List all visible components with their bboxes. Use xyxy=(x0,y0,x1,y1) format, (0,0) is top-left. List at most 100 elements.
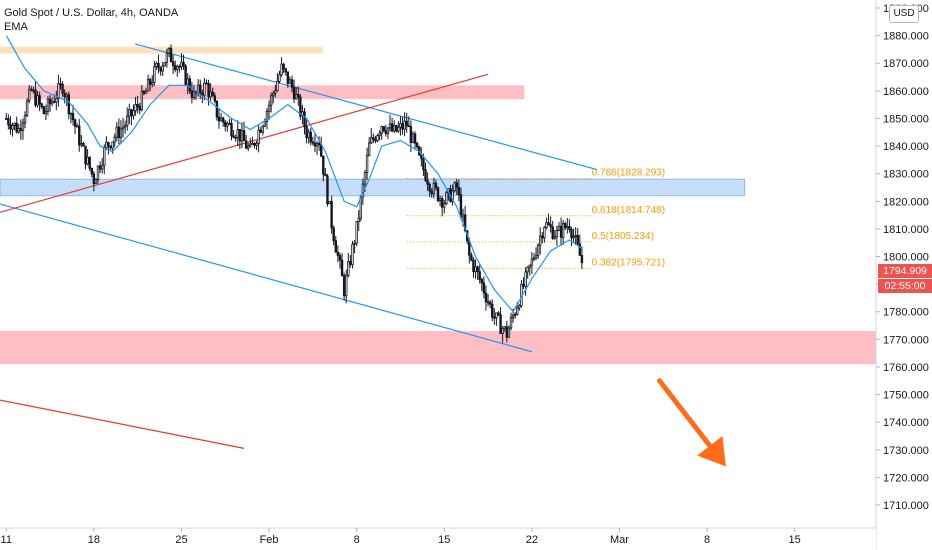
candle-body xyxy=(278,74,281,82)
candle-body xyxy=(267,104,271,112)
candle-body xyxy=(326,175,329,205)
candle-body xyxy=(184,65,187,86)
time-tick-label: Mar xyxy=(610,534,629,546)
candle-body xyxy=(219,117,223,122)
candle-body xyxy=(507,327,511,338)
price-tick-label: 1830.000 xyxy=(883,169,929,181)
candle-body xyxy=(190,90,194,98)
candle-body xyxy=(236,129,239,138)
candle-body xyxy=(88,156,91,169)
candle-body xyxy=(244,140,248,149)
candle-body xyxy=(65,94,68,98)
price-tick-label: 1800.000 xyxy=(883,252,929,264)
time-tick-label: 8 xyxy=(704,534,710,546)
candle-body xyxy=(209,91,212,98)
candle-body xyxy=(511,314,515,318)
candle-body xyxy=(213,95,217,102)
candle-body xyxy=(384,130,388,134)
candle-body xyxy=(11,125,14,130)
candle-body xyxy=(63,92,66,98)
candle-body xyxy=(230,123,233,137)
candle-body xyxy=(101,164,104,170)
candle-body xyxy=(90,167,93,175)
trendlines-layer xyxy=(0,43,598,449)
candle-body xyxy=(424,169,427,181)
candle-body xyxy=(242,130,246,142)
candle-body xyxy=(411,133,415,144)
candle-body xyxy=(276,80,279,92)
candle-body xyxy=(495,312,498,319)
candle-body xyxy=(157,62,160,69)
candle-body xyxy=(15,122,18,133)
price-tick-label: 1820.000 xyxy=(883,196,929,208)
candle-body xyxy=(559,225,563,238)
candle-body xyxy=(34,89,37,106)
candle-body xyxy=(186,78,189,86)
candle-body xyxy=(42,106,46,115)
candle-body xyxy=(148,79,152,85)
candle-body xyxy=(451,190,454,202)
candle-body xyxy=(338,255,342,261)
candle-body xyxy=(532,257,536,260)
fibonacci-layer: 0.786(1828.293) 0.618(1814.748) 0.5(1805.2… xyxy=(406,167,665,269)
candle-body xyxy=(313,142,317,147)
ema-layer xyxy=(5,35,583,313)
candle-body xyxy=(347,261,350,276)
forecast-arrow-head xyxy=(697,435,726,467)
candle-body xyxy=(509,317,513,329)
ema-line xyxy=(5,35,583,313)
candle-body xyxy=(334,240,338,253)
candle-body xyxy=(570,228,573,239)
bar-countdown-badge: 02:55:00 xyxy=(878,278,932,293)
candle-body xyxy=(315,142,319,147)
price-tick-label: 1880.000 xyxy=(883,31,929,43)
price-tick-label: 1750.000 xyxy=(883,390,929,402)
candle-body xyxy=(307,131,310,139)
symbol-title[interactable]: Gold Spot / U.S. Dollar, 4h, OANDA xyxy=(4,7,179,19)
candle-body xyxy=(480,279,484,284)
zone-blue-pivot xyxy=(0,178,746,197)
candle-body xyxy=(269,95,273,106)
candle-body xyxy=(151,81,154,85)
trendline-red-lower xyxy=(0,399,245,449)
candle-body xyxy=(526,266,529,273)
currency-button[interactable]: USD xyxy=(889,5,919,23)
indicator-label[interactable]: EMA xyxy=(4,21,28,33)
candle-body xyxy=(176,66,179,71)
candle-body xyxy=(530,258,534,266)
candle-body xyxy=(153,66,156,83)
candle-body xyxy=(71,112,75,121)
candle-body xyxy=(474,266,477,273)
fib-level-label-2: 0.5(1805.234) xyxy=(592,231,654,242)
candle-body xyxy=(440,197,444,208)
candle-body xyxy=(486,301,490,304)
candle-body xyxy=(246,145,250,149)
candle-body xyxy=(272,92,275,97)
candle-body xyxy=(80,142,83,146)
candle-body xyxy=(182,61,185,67)
candle-body xyxy=(476,266,479,273)
time-tick-label: 18 xyxy=(88,534,100,546)
candle-body xyxy=(257,129,260,144)
candle-body xyxy=(332,227,335,242)
candle-body xyxy=(261,125,265,133)
candle-body xyxy=(328,200,331,205)
candle-body xyxy=(163,61,166,67)
candle-body xyxy=(541,235,544,239)
candle-body xyxy=(238,129,242,142)
time-axis-bg[interactable] xyxy=(0,528,876,550)
candle-body xyxy=(205,82,208,85)
candle-body xyxy=(426,179,429,185)
candle-body xyxy=(5,118,8,120)
candle-body xyxy=(319,144,323,157)
candle-body xyxy=(84,145,87,165)
time-axis[interactable]: 11 18 25 Feb 8 15 22 Mar 8 15 xyxy=(1,528,801,546)
candle-body xyxy=(428,183,431,192)
candle-body xyxy=(38,95,41,105)
candle-body xyxy=(317,142,321,146)
candle-body xyxy=(9,124,12,130)
candle-body xyxy=(240,130,244,142)
candles-layer xyxy=(5,44,584,343)
